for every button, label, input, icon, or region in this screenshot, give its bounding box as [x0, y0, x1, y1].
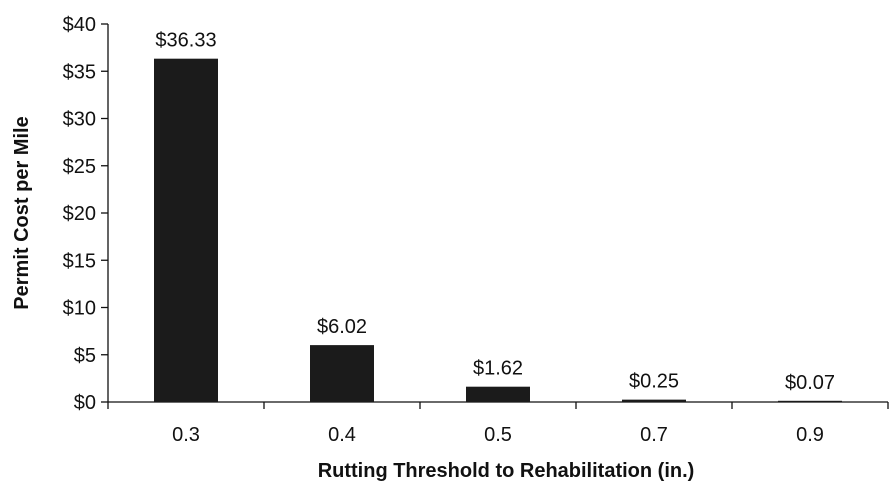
data-label: $1.62 — [473, 358, 523, 380]
y-tick-label: $15 — [63, 250, 96, 272]
bar — [622, 399, 686, 402]
x-tick-label: 0.9 — [796, 424, 824, 446]
bar — [778, 400, 842, 402]
x-tick-label: 0.3 — [172, 424, 200, 446]
x-tick-label: 0.5 — [484, 424, 512, 446]
y-tick-label: $0 — [74, 392, 96, 414]
y-tick-label: $10 — [63, 298, 96, 320]
bar — [466, 386, 530, 402]
y-tick-label: $25 — [63, 156, 96, 178]
x-axis-title: Rutting Threshold to Rehabilitation (in.… — [318, 460, 695, 482]
x-axis: 0.3 0.4 0.5 0.7 0.9 — [107, 401, 889, 446]
bar — [310, 345, 374, 402]
y-tick-label: $5 — [74, 345, 96, 367]
y-tick-label: $40 — [63, 14, 96, 36]
y-tick-label: $20 — [63, 203, 96, 225]
x-tick-label: 0.4 — [328, 424, 356, 446]
bars — [154, 58, 842, 403]
data-label: $6.02 — [317, 316, 367, 338]
data-label: $0.25 — [629, 371, 679, 393]
y-tick-label: $35 — [63, 61, 96, 83]
data-label: $0.07 — [785, 372, 835, 394]
bar — [154, 58, 218, 403]
x-tick-label: 0.7 — [640, 424, 668, 446]
data-label: $36.33 — [155, 30, 216, 52]
data-labels: $36.33 $6.02 $1.62 $0.25 $0.07 — [155, 30, 835, 394]
y-tick-label: $30 — [63, 109, 96, 131]
y-axis: $0 $5 $10 $15 $20 $25 $30 $35 $40 — [63, 14, 109, 414]
y-axis-title: Permit Cost per Mile — [11, 116, 33, 309]
